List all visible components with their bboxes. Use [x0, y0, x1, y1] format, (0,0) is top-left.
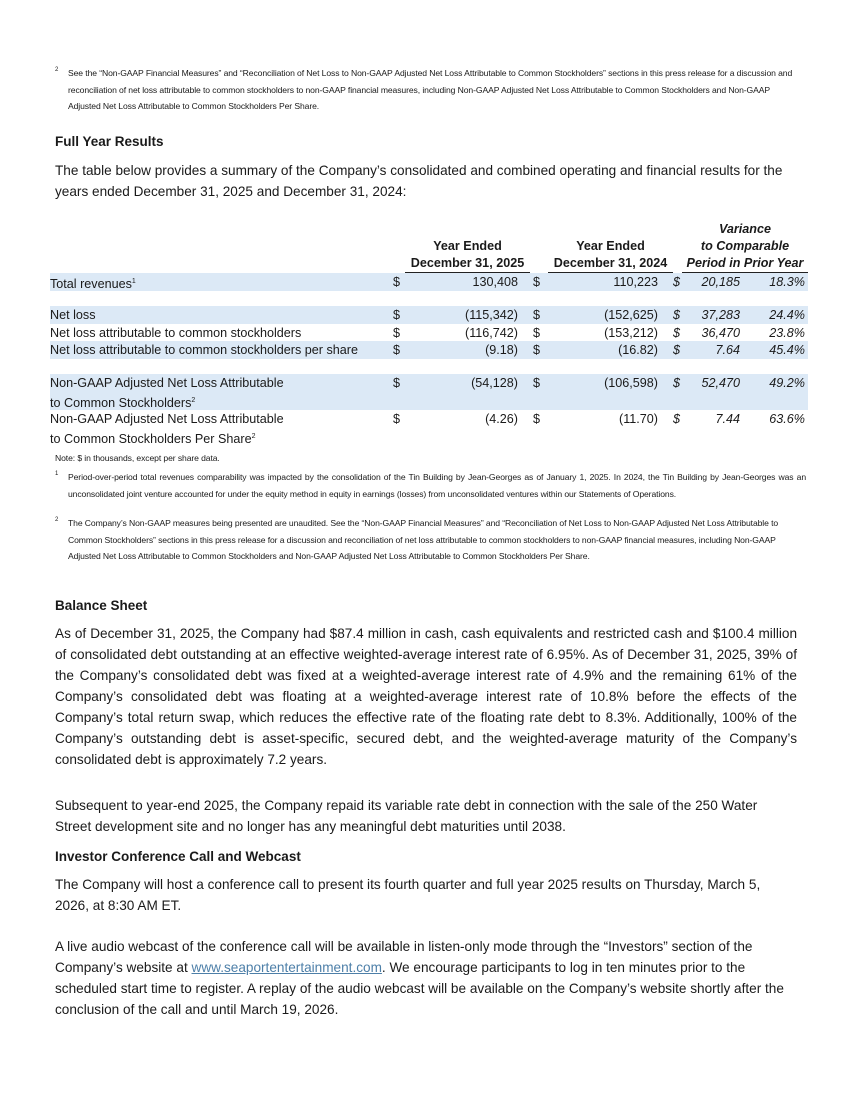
row-label-line: Non-GAAP Adjusted Net Loss Attributable — [50, 376, 284, 390]
currency-symbol: $ — [393, 376, 401, 390]
value-2024: 110,223 — [613, 275, 658, 289]
value-2025: (54,128) — [471, 376, 518, 390]
currency-symbol: $ — [673, 376, 681, 390]
variance-value: 52,470 — [701, 376, 740, 390]
text: . We encourage participants to log in te… — [55, 960, 784, 1017]
currency-symbol: $ — [673, 275, 681, 289]
table-footnote-1: 1 Period-over-period total revenues comp… — [55, 469, 806, 502]
row-label-line: to Common Stockholders — [50, 396, 192, 411]
currency-symbol: $ — [533, 308, 541, 322]
footnote-marker: 2 — [55, 517, 59, 523]
value-2025: 130,408 — [472, 275, 518, 289]
header-line: Year Ended — [433, 239, 502, 253]
row-label: Non-GAAP Adjusted Net Loss Attributable t… — [50, 374, 284, 412]
variance-value: 36,470 — [701, 326, 740, 340]
results-table: Year Ended December 31, 2025 Year Ended … — [50, 220, 808, 450]
header-line: December 31, 2024 — [548, 255, 673, 273]
table-row: Non-GAAP Adjusted Net Loss Attributable t… — [50, 410, 808, 446]
header-line: Period in Prior Year — [682, 255, 808, 273]
table-row: Net loss $ (115,342) $ (152,625) $37,283 24.4% — [50, 306, 808, 324]
header-variance: Variance to Comparable Period in Prior Y… — [682, 221, 808, 273]
text: A live audio webcast of the conference c… — [55, 939, 753, 975]
header-line: to Comparable — [700, 239, 790, 253]
value-2025: (9.18) — [485, 343, 518, 357]
currency-symbol: $ — [673, 308, 681, 322]
table-note: Note: $ in thousands, except per share d… — [55, 453, 220, 463]
value-2025: (4.26) — [485, 412, 518, 426]
currency-symbol: $ — [393, 412, 401, 426]
row-label: Net loss attributable to common stockhol… — [50, 324, 301, 342]
website-link[interactable]: www.seaportentertainment.com — [191, 960, 382, 975]
variance-value: 7.44 — [715, 412, 740, 426]
table-footnote-2: 2 The Company’s Non-GAAP measures being … — [55, 515, 806, 565]
currency-symbol: $ — [533, 343, 541, 357]
conference-para2: A live audio webcast of the conference c… — [55, 936, 797, 1020]
variance-value: 37,283 — [701, 308, 740, 322]
header-col2: Year Ended December 31, 2024 — [548, 238, 673, 273]
balance-sheet-para1: As of December 31, 2025, the Company had… — [55, 626, 797, 767]
footnote-text: Period-over-period total revenues compar… — [68, 472, 806, 499]
top-footnote: 2 See the “Non-GAAP Financial Measures” … — [55, 65, 798, 115]
section-heading-conference: Investor Conference Call and Webcast — [55, 849, 301, 864]
row-label: Net loss — [50, 306, 96, 324]
footnote-text: The Company’s Non-GAAP measures being pr… — [68, 518, 779, 561]
variance-percent: 23.8% — [769, 326, 805, 340]
full-year-intro: The table below provides a summary of th… — [55, 163, 783, 199]
header-line: Variance — [718, 222, 772, 236]
currency-symbol: $ — [393, 275, 401, 289]
variance-percent: 49.2% — [769, 376, 805, 390]
variance-percent: 18.3% — [769, 275, 805, 289]
footnote-marker: 2 — [55, 67, 59, 73]
row-label-line: Net loss — [50, 308, 96, 322]
row-label: Non-GAAP Adjusted Net Loss Attributable t… — [50, 410, 284, 448]
variance-value: 20,185 — [701, 275, 740, 289]
conference-para1: The Company will host a conference call … — [55, 877, 761, 913]
header-line: December 31, 2025 — [405, 255, 530, 273]
value-2025: (116,742) — [465, 326, 518, 340]
currency-symbol: $ — [533, 376, 541, 390]
header-line: Year Ended — [576, 239, 645, 253]
table-row: Non-GAAP Adjusted Net Loss Attributable t… — [50, 374, 808, 410]
value-2024: (11.70) — [619, 412, 658, 426]
table-row: Net loss attributable to common stockhol… — [50, 324, 808, 342]
currency-symbol: $ — [673, 412, 681, 426]
row-label-line: Net loss attributable to common stockhol… — [50, 326, 302, 340]
value-2024: (152,625) — [604, 308, 658, 322]
section-heading-full-year: Full Year Results — [55, 134, 164, 149]
row-label: Total revenues1 — [50, 273, 136, 293]
currency-symbol: $ — [533, 412, 541, 426]
currency-symbol: $ — [673, 343, 681, 357]
row-label-line: Net loss attributable to common stockhol… — [50, 343, 358, 357]
footnote-text: See the “Non-GAAP Financial Measures” an… — [68, 68, 793, 111]
balance-sheet-para2: Subsequent to year-end 2025, the Company… — [55, 798, 758, 834]
variance-value: 7.64 — [715, 343, 740, 357]
currency-symbol: $ — [533, 326, 541, 340]
footnote-ref: 2 — [251, 433, 256, 440]
variance-percent: 45.4% — [769, 343, 805, 357]
currency-symbol: $ — [673, 326, 681, 340]
footnote-marker: 1 — [55, 471, 59, 477]
currency-symbol: $ — [393, 308, 401, 322]
row-label-line: to Common Stockholders Per Share — [50, 432, 252, 447]
row-label-line: Total revenues — [50, 277, 132, 292]
header-col1: Year Ended December 31, 2025 — [405, 238, 530, 273]
footnote-ref: 1 — [131, 278, 136, 285]
variance-percent: 24.4% — [769, 308, 805, 322]
currency-symbol: $ — [393, 343, 401, 357]
value-2025: (115,342) — [465, 308, 518, 322]
currency-symbol: $ — [533, 275, 541, 289]
footnote-ref: 2 — [191, 397, 196, 404]
value-2024: (16.82) — [618, 343, 658, 357]
variance-percent: 63.6% — [769, 412, 805, 426]
currency-symbol: $ — [393, 326, 401, 340]
value-2024: (106,598) — [604, 376, 658, 390]
table-row: Net loss attributable to common stockhol… — [50, 341, 808, 359]
table-row: Total revenues1 $130,408 $110,223 $20,185 18… — [50, 273, 808, 291]
row-label: Net loss attributable to common stockhol… — [50, 341, 358, 359]
value-2024: (153,212) — [604, 326, 658, 340]
section-heading-balance-sheet: Balance Sheet — [55, 598, 148, 613]
row-label-line: Non-GAAP Adjusted Net Loss Attributable — [50, 412, 284, 426]
